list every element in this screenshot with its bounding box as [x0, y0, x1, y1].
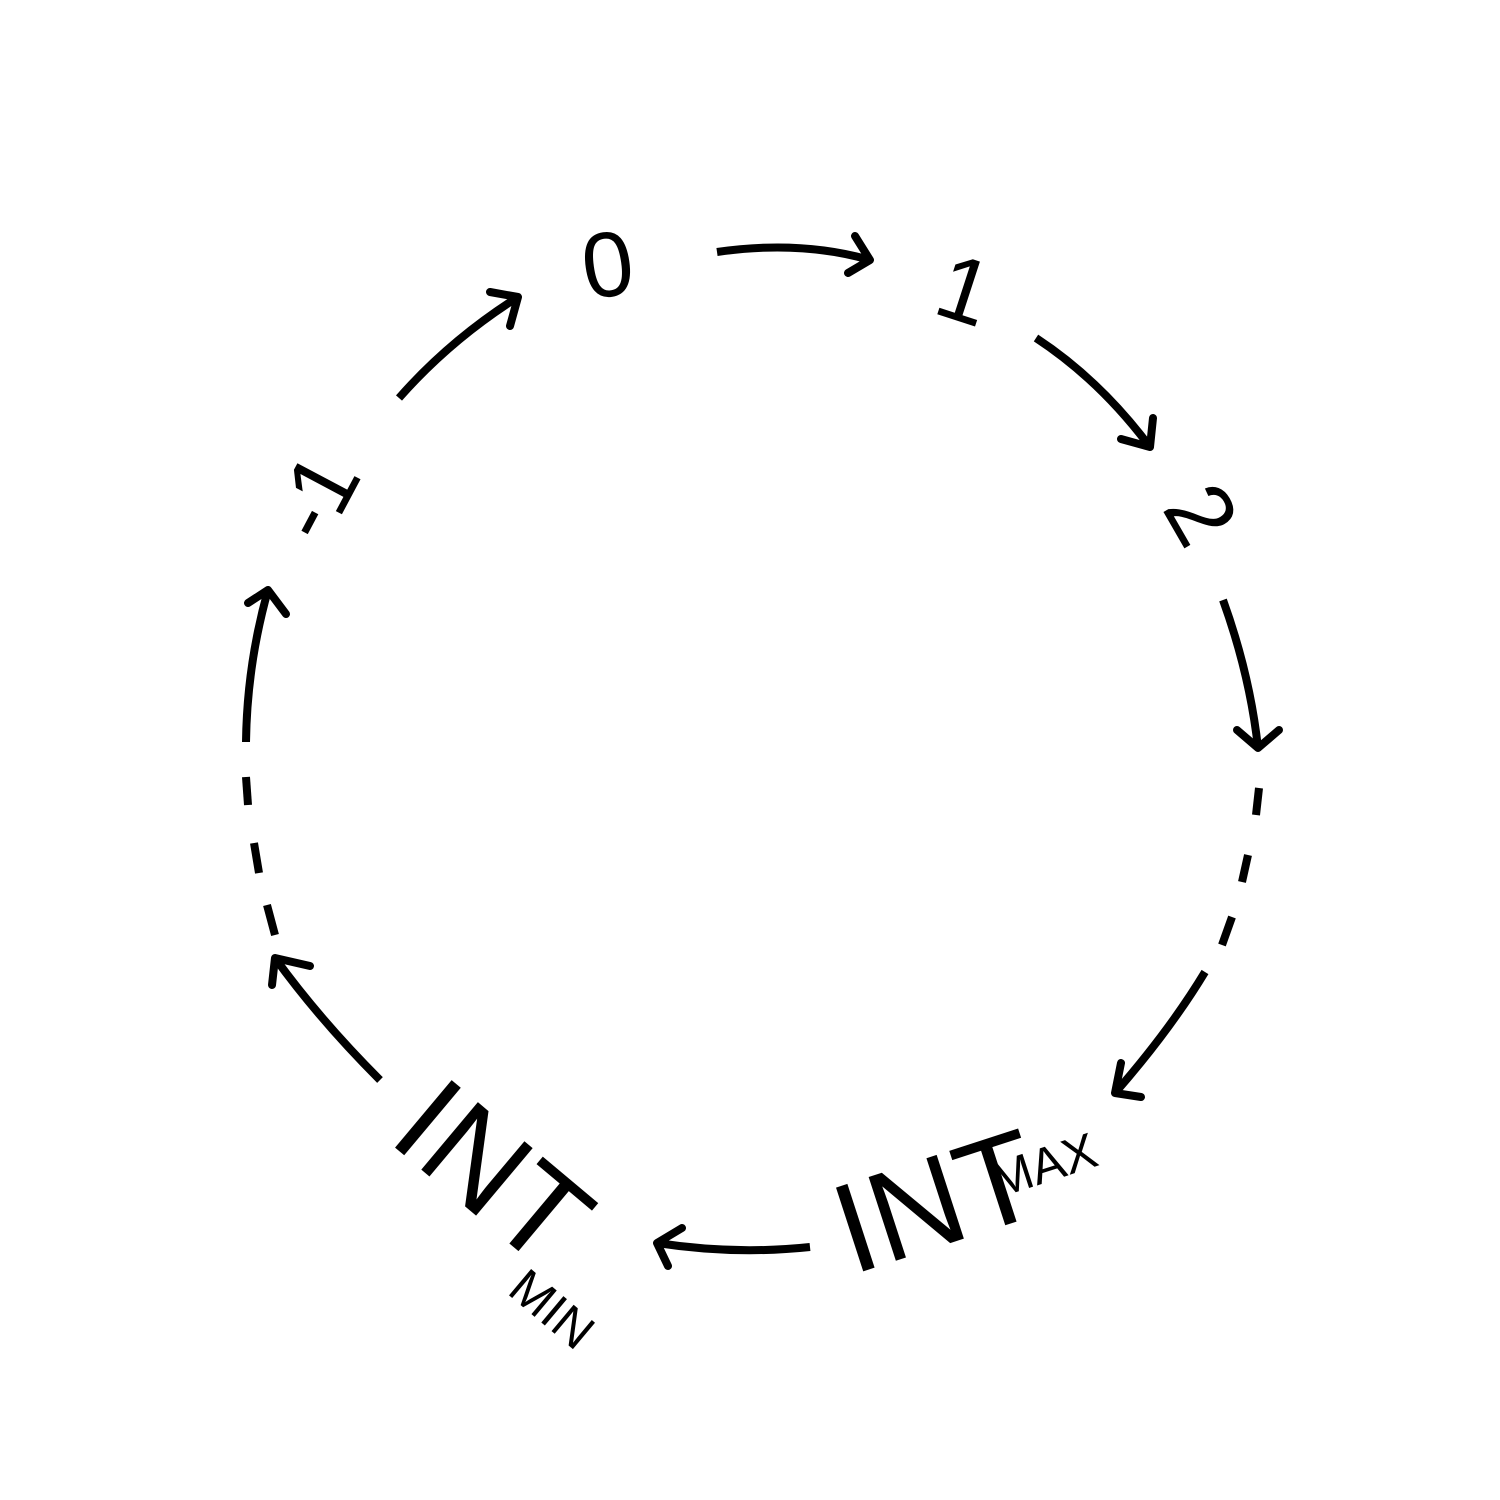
- node-one: 1: [924, 234, 1004, 347]
- node-zero: 0: [575, 211, 640, 319]
- continuation-dash: [1238, 854, 1252, 883]
- arrow-head: [1233, 726, 1283, 752]
- arrow-head: [1111, 1059, 1145, 1101]
- edge-two-to-int-max: [1111, 598, 1283, 1101]
- continuation-dash: [263, 903, 279, 937]
- arrow-head: [653, 1224, 686, 1270]
- arrow-shaft: [716, 243, 872, 264]
- edge-zero-to-one: [716, 232, 874, 277]
- arrow-head: [844, 232, 874, 277]
- int-min-label: INT: [368, 1052, 618, 1294]
- continuation-dash: [1218, 915, 1236, 947]
- arrow-shaft: [1219, 598, 1262, 749]
- node-two: 2: [1144, 467, 1258, 562]
- arrow-shaft: [656, 1239, 811, 1255]
- arrow-head: [268, 954, 314, 989]
- arrow-shaft: [1111, 969, 1209, 1096]
- continuation-dash: [250, 842, 263, 874]
- arrow-head: [244, 586, 290, 618]
- arrow-head: [1117, 414, 1157, 451]
- continuation-dash: [242, 776, 252, 806]
- edge-one-to-two: [1033, 334, 1157, 451]
- edge-neg-one-to-zero: [395, 288, 522, 401]
- node-int-min: INT MIN: [368, 1052, 618, 1360]
- arrow-shaft: [242, 588, 272, 743]
- arrow-shaft: [271, 955, 383, 1083]
- continuation-dash: [1252, 787, 1263, 816]
- arrow-shaft: [1033, 334, 1154, 450]
- arrow-shaft: [395, 293, 521, 401]
- node-int-max: INT MAX: [816, 1102, 1103, 1302]
- node-neg-one: -1: [252, 437, 380, 557]
- edge-int-max-to-int-min: [653, 1224, 811, 1270]
- arrow-head: [486, 288, 522, 330]
- edge-int-min-to-neg-one: [242, 586, 383, 1083]
